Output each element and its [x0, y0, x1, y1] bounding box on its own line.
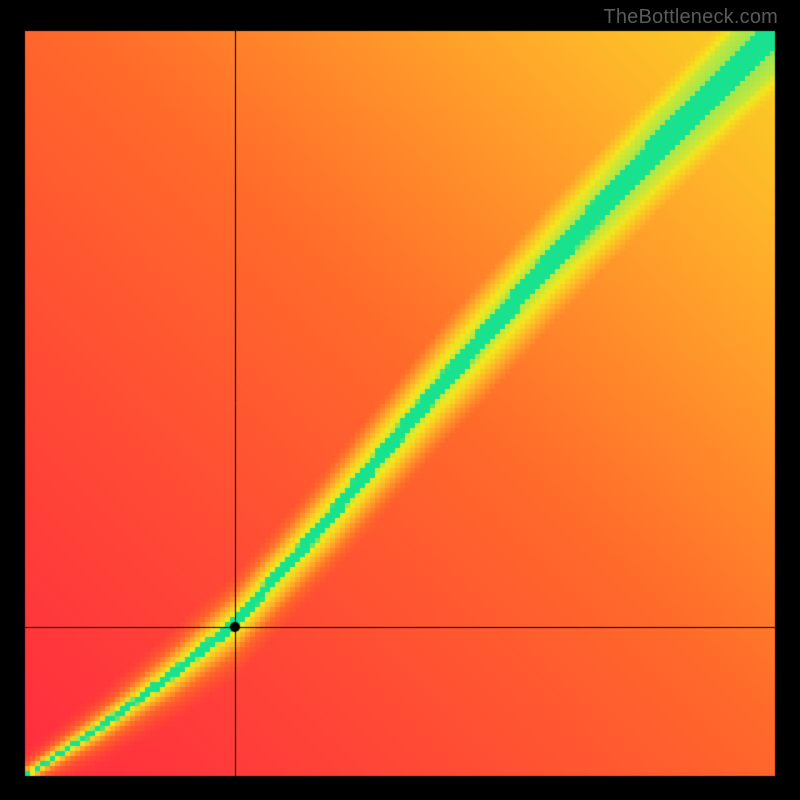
watermark-text: TheBottleneck.com — [603, 6, 778, 29]
bottleneck-heatmap-canvas — [0, 0, 800, 800]
chart-container: TheBottleneck.com — [0, 0, 800, 800]
